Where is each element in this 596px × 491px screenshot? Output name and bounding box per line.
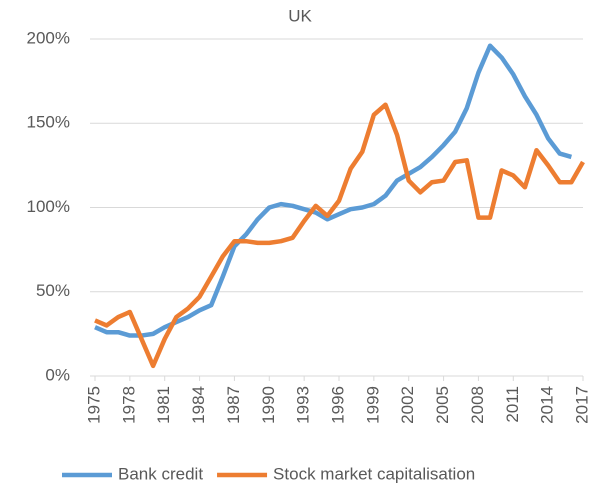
x-tick-label: 1993 [294,386,313,424]
x-tick-label: 1984 [189,386,208,424]
x-tick-label: 2002 [398,386,417,424]
chart-title: UK [288,6,312,25]
y-tick-label: 150% [27,113,70,132]
y-tick-label: 100% [27,197,70,216]
x-tick-label: 2014 [538,386,557,424]
legend-label: Bank credit [118,464,203,483]
y-tick-label: 50% [36,281,70,300]
x-tick-label: 1996 [328,386,347,424]
x-tick-label: 1978 [119,386,138,424]
x-tick-label: 1990 [259,386,278,424]
legend-label: Stock market capitalisation [273,464,475,483]
x-tick-label: 2017 [572,386,591,424]
x-tick-label: 2005 [433,386,452,424]
x-tick-label: 1975 [84,386,103,424]
x-tick-label: 1987 [224,386,243,424]
line-series [94,102,585,369]
x-tick-label: 2008 [468,386,487,424]
y-tick-label: 200% [27,28,70,47]
x-tick-label: 1981 [154,386,173,424]
x-tick-label: 1999 [363,386,382,424]
x-tick-label: 2011 [503,386,522,423]
y-tick-label: 0% [45,365,70,384]
